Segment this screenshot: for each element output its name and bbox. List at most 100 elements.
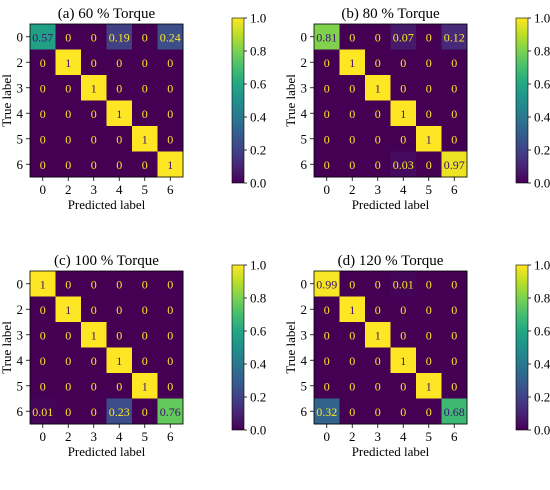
plot-frame [313,270,468,425]
cell-value-label: 0 [426,354,432,368]
cell-value-label: 0 [167,328,173,342]
heatmap-cell [390,126,417,152]
cell-value-label: 0 [324,354,330,368]
x-tick-label: 2 [65,429,72,444]
plot-frame [29,270,184,425]
cell-value-label: 0 [400,379,406,393]
colorbar-tick-label: 1.0 [534,258,550,273]
cell-value-label: 0 [40,132,46,146]
cell-value-label: 0 [400,303,406,317]
heatmap-cell [390,398,417,425]
cell-value-label: 0 [116,277,122,291]
heatmap-cell [55,24,82,50]
heatmap-cell [81,126,107,152]
plot-frame [313,23,468,178]
colorbar [515,17,529,184]
cell-value-label: 0 [91,30,97,44]
heatmap-cell [314,24,340,50]
heatmap-cell [314,322,340,348]
chart-title: (d) 120 % Torque [338,253,444,269]
heatmap-cell [30,151,56,178]
x-tick-label: 0 [324,429,331,444]
cell-value-label: 0 [65,107,71,121]
heatmap-cell [416,100,442,127]
cell-value-label: 0.68 [444,405,465,419]
heatmap-cell [339,49,366,76]
cell-value-label: 0 [116,81,122,95]
cell-value-label: 0 [91,379,97,393]
heatmap-cell [55,271,82,297]
heatmap-cell [132,271,158,297]
cell-value-label: 0 [375,379,381,393]
x-tick-label: 5 [142,182,149,197]
heatmap-cell [441,126,468,152]
x-tick-label: 2 [65,182,72,197]
cell-value-label: 0 [426,277,432,291]
cell-value-label: 0 [65,277,71,291]
heatmap-cell [132,322,158,348]
y-tick-label: 3 [301,80,308,95]
heatmap-cell [441,322,468,348]
x-tick-label: 5 [426,429,433,444]
cell-value-label: 1 [349,303,355,317]
heatmap-cell [157,373,184,399]
heatmap-cell [365,373,391,399]
heatmap-cell [132,126,158,152]
cell-value-label: 0 [65,81,71,95]
heatmap-cell [132,75,158,101]
cell-value-label: 0 [324,107,330,121]
heatmap-cell [157,49,184,76]
heatmap-cell [81,347,107,374]
chart-title: (c) 100 % Torque [54,253,159,269]
heatmap-cell [30,271,56,297]
colorbar-tick-label: 0.0 [534,423,550,438]
heatmap-cell [30,24,56,50]
cell-value-label: 1 [65,303,71,317]
heatmap-cell [81,296,107,323]
heatmap-cell [30,296,56,323]
cell-value-label: 1 [426,379,432,393]
heatmap-cell [339,75,366,101]
cell-value-label: 0 [65,158,71,172]
colorbar-tick-label: 0.0 [250,176,266,191]
cell-value-label: 0 [375,30,381,44]
heatmap-cell [132,347,158,374]
cell-value-label: 0 [167,132,173,146]
cell-value-label: 0 [40,303,46,317]
x-tick-label: 4 [400,429,407,444]
heatmap-cell [30,100,56,127]
cell-value-label: 0 [426,328,432,342]
cell-value-label: 0.12 [444,30,465,44]
cell-value-label: 0 [116,158,122,172]
cell-value-label: 0 [40,56,46,70]
x-tick-label: 6 [167,182,174,197]
x-tick-label: 4 [116,429,123,444]
x-tick-label: 6 [167,429,174,444]
cell-value-label: 0 [324,328,330,342]
cell-value-label: 0 [324,379,330,393]
cell-value-label: 1 [426,132,432,146]
heatmap-cell [416,373,442,399]
y-tick-label: 6 [17,404,24,419]
heatmap-cell [132,373,158,399]
heatmap-cell [157,322,184,348]
cell-value-label: 0.19 [109,30,130,44]
heatmap-cell [132,151,158,178]
x-tick-label: 6 [451,182,458,197]
y-axis-label: True label [0,321,14,374]
colorbar-tick-label: 0.0 [250,423,266,438]
x-axis-label: Predicted label [352,444,430,459]
heatmap-cell [416,151,442,178]
cell-value-label: 0 [91,158,97,172]
heatmap-cell [365,24,391,50]
cell-value-label: 0 [142,405,148,419]
cell-value-label: 0 [116,132,122,146]
heatmap-cell [106,151,133,178]
cell-value-label: 0 [400,56,406,70]
cell-value-label: 0 [167,354,173,368]
cell-value-label: 0 [349,328,355,342]
x-tick-label: 3 [91,182,98,197]
y-tick-label: 4 [301,106,308,121]
heatmap-cell [441,49,468,76]
